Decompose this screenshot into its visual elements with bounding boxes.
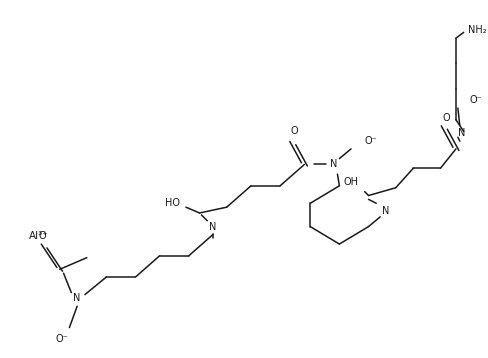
Text: NH₂: NH₂ (468, 25, 486, 35)
Text: N: N (382, 206, 389, 216)
Text: O⁻: O⁻ (469, 95, 482, 105)
Text: N: N (74, 294, 81, 304)
Text: O⁻: O⁻ (365, 136, 377, 146)
Text: N: N (209, 222, 217, 232)
Text: OH: OH (344, 177, 359, 187)
Text: HO: HO (165, 198, 180, 208)
Text: Al³⁺: Al³⁺ (28, 231, 48, 241)
Text: O: O (443, 113, 450, 123)
Text: N: N (458, 129, 465, 138)
Text: N: N (330, 159, 337, 169)
Text: O: O (291, 126, 299, 136)
Text: O⁻: O⁻ (55, 334, 68, 344)
Text: O: O (39, 231, 46, 241)
